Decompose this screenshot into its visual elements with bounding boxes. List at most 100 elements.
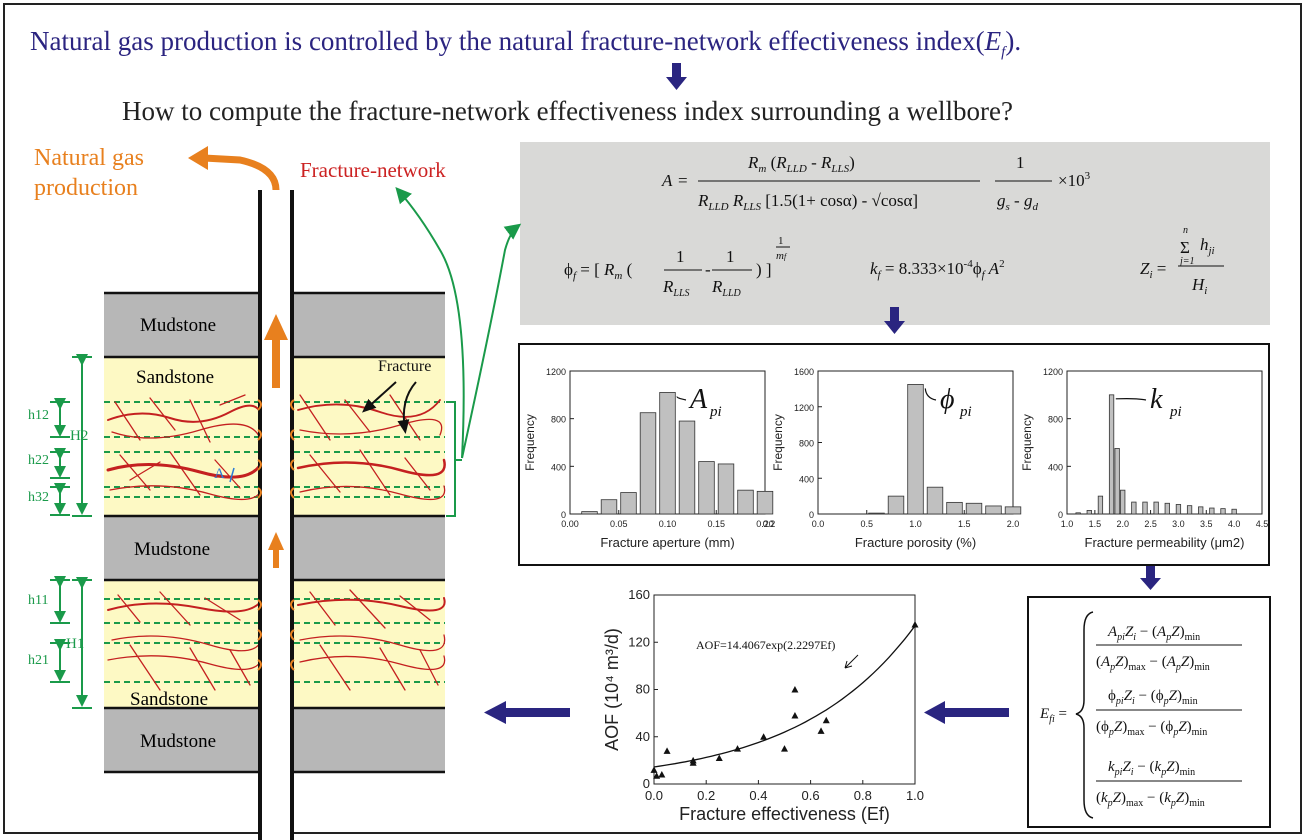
scatter-point xyxy=(653,772,661,779)
scatter-point xyxy=(760,733,768,740)
x-tick-label: 1.5 xyxy=(1089,519,1102,529)
y-tick-label: 0 xyxy=(561,510,566,520)
svg-text:×103: ×103 xyxy=(1058,170,1091,190)
svg-text:1: 1 xyxy=(1016,153,1025,172)
x-tick-label: 0.15 xyxy=(707,519,725,529)
svg-text:kf = 8.333×10-4ϕf A2: kf = 8.333×10-4ϕf A2 xyxy=(870,258,1005,281)
x-tick-label: 4.5 xyxy=(1256,519,1269,529)
x-tick-label: 0.8 xyxy=(854,788,872,803)
svg-text:(ϕpZ)max − (ϕpZ)min: (ϕpZ)max − (ϕpZ)min xyxy=(1096,719,1207,738)
y-tick-label: 1600 xyxy=(794,367,814,377)
left-arrow-icon xyxy=(924,701,1009,724)
scatter-point xyxy=(663,747,671,754)
svg-text:ϕpiZi − (ϕpZ)min: ϕpiZi − (ϕpZ)min xyxy=(1108,688,1198,707)
aperture-symbol: A xyxy=(214,466,225,482)
thickness-label: h12 xyxy=(28,408,49,423)
fit-pointer xyxy=(844,654,859,669)
histogram-bar xyxy=(907,384,924,515)
svg-text:ϕf = [ Rm (: ϕf = [ Rm ( xyxy=(564,260,633,282)
histogram-bar xyxy=(946,501,963,515)
pointer-line xyxy=(1115,397,1147,401)
x-tick-label: 2.0 xyxy=(1007,519,1020,529)
title-line-1: Natural gas production is controlled by … xyxy=(30,26,1021,61)
thickness-label: h21 xyxy=(28,653,49,668)
formula-a: A = Rm (RLLD - RLLS) RLLD RLLS [1.5(1+ co… xyxy=(661,153,1091,213)
plot-frame xyxy=(1066,370,1263,515)
svg-text:ApiZi − (ApZ)min: ApiZi − (ApZ)min xyxy=(1107,624,1200,643)
scatter-point xyxy=(791,711,799,719)
svg-text:gs - gd: gs - gd xyxy=(997,191,1038,213)
y-tick-label: 400 xyxy=(1048,462,1063,472)
y-tick-label: 40 xyxy=(636,729,650,744)
histogram-bar xyxy=(1231,508,1237,515)
distribution-symbol: ϕ xyxy=(940,384,955,415)
histogram-bar xyxy=(600,499,618,515)
y-tick-label: 800 xyxy=(551,415,566,425)
y-tick-label: 80 xyxy=(636,682,650,697)
svg-text:-: - xyxy=(705,260,711,279)
x-axis-label: Fracture porosity (%) xyxy=(855,535,976,550)
pointer-line xyxy=(924,388,937,401)
y-tick-label: 1200 xyxy=(546,367,566,377)
x-tick-label: 1.0 xyxy=(1061,519,1074,529)
y-tick-label: 0 xyxy=(643,776,650,791)
scatter-point xyxy=(791,686,799,693)
scatter-point xyxy=(911,621,919,628)
thickness-markers xyxy=(50,354,92,709)
svg-text:1: 1 xyxy=(676,247,685,266)
formula-ef: Efi = ApiZi − (ApZ)min (ApZ)max − (ApZ)m… xyxy=(1039,611,1242,819)
histogram-bar xyxy=(737,489,754,515)
x-axis-label: Fracture permeability (μm2) xyxy=(1085,535,1245,550)
down-arrow-icon-2 xyxy=(884,307,905,334)
layer-label: Sandstone xyxy=(136,367,215,388)
histogram-bar xyxy=(1004,506,1022,515)
histogram-bar xyxy=(717,463,735,515)
svg-text:(kpZ)max − (kpZ)min: (kpZ)max − (kpZ)min xyxy=(1096,790,1205,809)
x-tick-label: 1.0 xyxy=(909,519,922,529)
x-tick-label: 0.0 xyxy=(645,788,663,803)
x-tick-label: 2.5 xyxy=(1144,519,1157,529)
scatter-point xyxy=(822,716,830,724)
title-symbol: E xyxy=(984,26,1002,56)
title-line-2: How to compute the fracture-network effe… xyxy=(122,96,1013,126)
histogram-bar xyxy=(1153,501,1159,515)
svg-text:(ApZ)max − (ApZ)min: (ApZ)max − (ApZ)min xyxy=(1096,654,1210,673)
svg-text:RLLD: RLLD xyxy=(711,277,742,299)
histogram-bar xyxy=(659,392,676,515)
histogram-bar xyxy=(965,502,983,515)
formula-panel xyxy=(520,142,1270,325)
gas-label-line1: Natural gas xyxy=(34,145,144,171)
left-arrow-icon-2 xyxy=(484,701,570,724)
x-tick-label: 3.5 xyxy=(1200,519,1213,529)
layer-label: Mudstone xyxy=(140,315,216,336)
y-tick-label: 400 xyxy=(551,462,566,472)
histogram-bar xyxy=(1142,501,1148,515)
y-tick-label: 800 xyxy=(1048,415,1063,425)
x-tick-label: 0.6 xyxy=(802,788,820,803)
title-text: Natural gas production is controlled by … xyxy=(30,26,985,56)
histogram-bar xyxy=(868,512,885,515)
x-tick-label: 0.2 xyxy=(763,519,776,529)
title-symbol-sub: f xyxy=(1001,44,1006,61)
y-tick-label: 120 xyxy=(628,634,650,649)
x-tick-label: 1.0 xyxy=(906,788,924,803)
formula-z: Zi = n Σ j=1 hji Hi xyxy=(1140,225,1224,297)
histogram-bar xyxy=(678,420,696,515)
histogram-bar xyxy=(1175,504,1182,515)
down-arrow-icon-3 xyxy=(1140,566,1161,590)
y-tick-label: 0 xyxy=(809,510,814,520)
y-tick-label: 800 xyxy=(799,439,814,449)
ef-formula-panel xyxy=(1027,596,1271,828)
thickness-total-label: H1 xyxy=(66,636,85,652)
scatter-point xyxy=(715,754,723,762)
y-axis-label: AOF (10⁴ m³/d) xyxy=(602,628,622,751)
x-tick-label: 2.0 xyxy=(1116,519,1129,529)
histogram-bar xyxy=(1131,501,1137,515)
fit-equation: AOF=14.4067exp(2.2297Ef) xyxy=(696,638,835,652)
histogram-bar xyxy=(1164,502,1170,515)
histogram-bar xyxy=(698,461,715,515)
histogram-bar xyxy=(1209,507,1215,515)
histogram-bar xyxy=(985,505,1002,515)
histogram-bar xyxy=(1186,505,1193,515)
